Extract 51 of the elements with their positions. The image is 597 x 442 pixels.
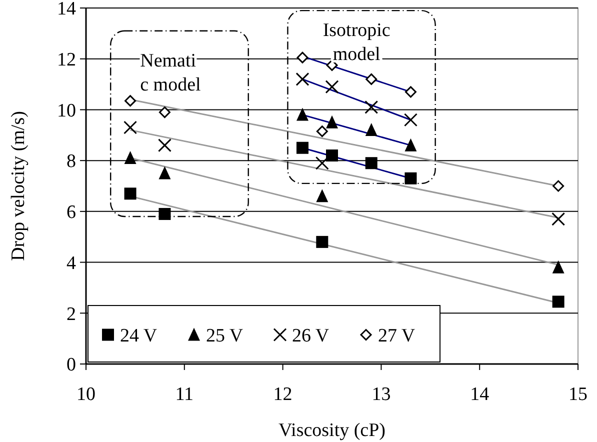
point [124, 188, 136, 200]
x-tick-label: 13 [372, 384, 391, 405]
point [316, 236, 328, 248]
x-tick-label: 12 [273, 384, 292, 405]
y-tick-label: 0 [66, 354, 76, 376]
point [404, 172, 417, 184]
y-axis-title: Drop velocity (m/s) [8, 111, 29, 261]
point [158, 138, 172, 152]
x-axis-title: Viscosity (cP) [278, 420, 386, 441]
point [124, 120, 138, 134]
point [296, 108, 308, 121]
point [316, 126, 328, 138]
point [296, 52, 308, 64]
y-tick-label: 8 [66, 151, 76, 172]
legend-label: 25 V [206, 325, 244, 346]
point [124, 151, 136, 164]
point [158, 166, 171, 180]
point [124, 95, 136, 107]
point [404, 113, 418, 127]
x-tick-label: 14 [470, 384, 490, 405]
y-tick-label: 2 [66, 304, 76, 325]
point [366, 73, 378, 85]
point [325, 80, 339, 94]
point [296, 72, 310, 86]
point [326, 115, 338, 128]
point [316, 189, 328, 202]
y-tick-label: 12 [57, 50, 76, 71]
point [296, 142, 308, 154]
point [158, 208, 171, 220]
legend-label: 27 V [378, 325, 416, 346]
x-tick-label: 11 [175, 384, 194, 405]
x-tick-label: 15 [568, 384, 588, 405]
point [326, 149, 338, 162]
y-tick-label: 6 [66, 202, 76, 224]
y-tick-label: 10 [57, 100, 76, 122]
legend-label: 24 V [120, 325, 158, 346]
point [404, 86, 416, 98]
point [326, 59, 338, 71]
legend-label: 26 V [292, 325, 330, 346]
point [552, 260, 564, 274]
y-tick-label: 14 [57, 0, 76, 20]
point [552, 296, 564, 308]
point [365, 157, 378, 170]
point [404, 138, 417, 152]
point [365, 123, 378, 136]
point [364, 100, 378, 114]
y-tick-label: 4 [66, 252, 76, 274]
point [315, 156, 329, 170]
point [552, 180, 564, 192]
point [158, 106, 170, 118]
point [552, 212, 566, 226]
